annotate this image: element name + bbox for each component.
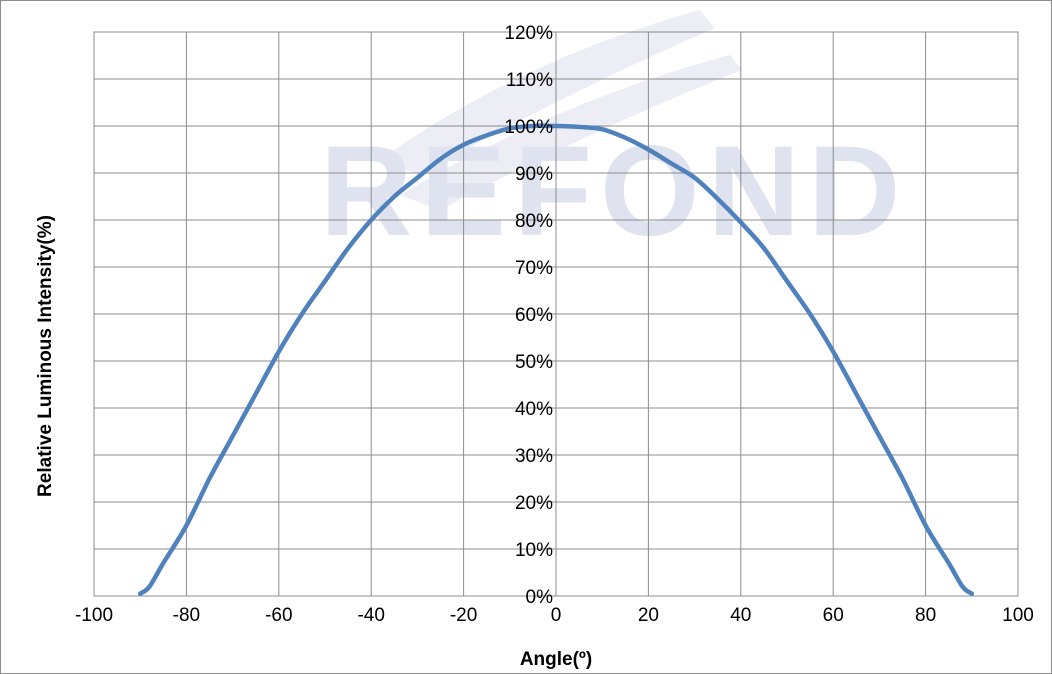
y-tick-label: 80% (515, 211, 553, 232)
y-tick-label: 20% (515, 493, 553, 514)
x-tick-label: 60 (823, 605, 844, 626)
watermark-text: REFOND (320, 120, 908, 263)
y-tick-label: 10% (515, 540, 553, 561)
x-tick-label: -40 (357, 605, 384, 626)
y-tick-label: 120% (504, 23, 553, 44)
series-line (137, 123, 975, 596)
x-tick-label: -100 (75, 605, 113, 626)
y-tick-label: 70% (515, 258, 553, 279)
x-tick-label: 100 (1002, 605, 1034, 626)
y-tick-label: 110% (506, 70, 553, 91)
x-axis-ticks: -100 -80 -60 -40 -20 0 20 40 60 80 100 (75, 605, 1034, 626)
x-axis-title: Angle(º) (520, 649, 592, 670)
y-tick-label: 30% (515, 446, 553, 467)
x-tick-label: 40 (730, 605, 751, 626)
plot-frame (93, 31, 1019, 597)
x-tick-label: -80 (173, 605, 200, 626)
x-tick-label: 80 (915, 605, 936, 626)
y-axis-ticks: 0% 10% 20% 30% 40% 50% 60% 70% 80% 90% 100% 110% 120… (504, 23, 553, 608)
y-tick-label: 60% (515, 305, 553, 326)
x-tick-label: 0 (551, 605, 562, 626)
watermark-swoosh (400, 55, 742, 210)
y-axis-title: Relative Luminous Intensity(%) (35, 215, 56, 497)
y-tick-label: 100% (504, 117, 553, 138)
plot-area (93, 31, 1019, 597)
y-tick-label: 90% (515, 164, 553, 185)
y-tick-label: 0% (526, 587, 554, 608)
x-tick-label: -60 (265, 605, 292, 626)
y-tick-label: 50% (515, 352, 553, 373)
y-tick-label: 40% (515, 399, 553, 420)
series-group (137, 123, 975, 596)
x-tick-label: -20 (450, 605, 477, 626)
x-tick-label: 20 (638, 605, 659, 626)
